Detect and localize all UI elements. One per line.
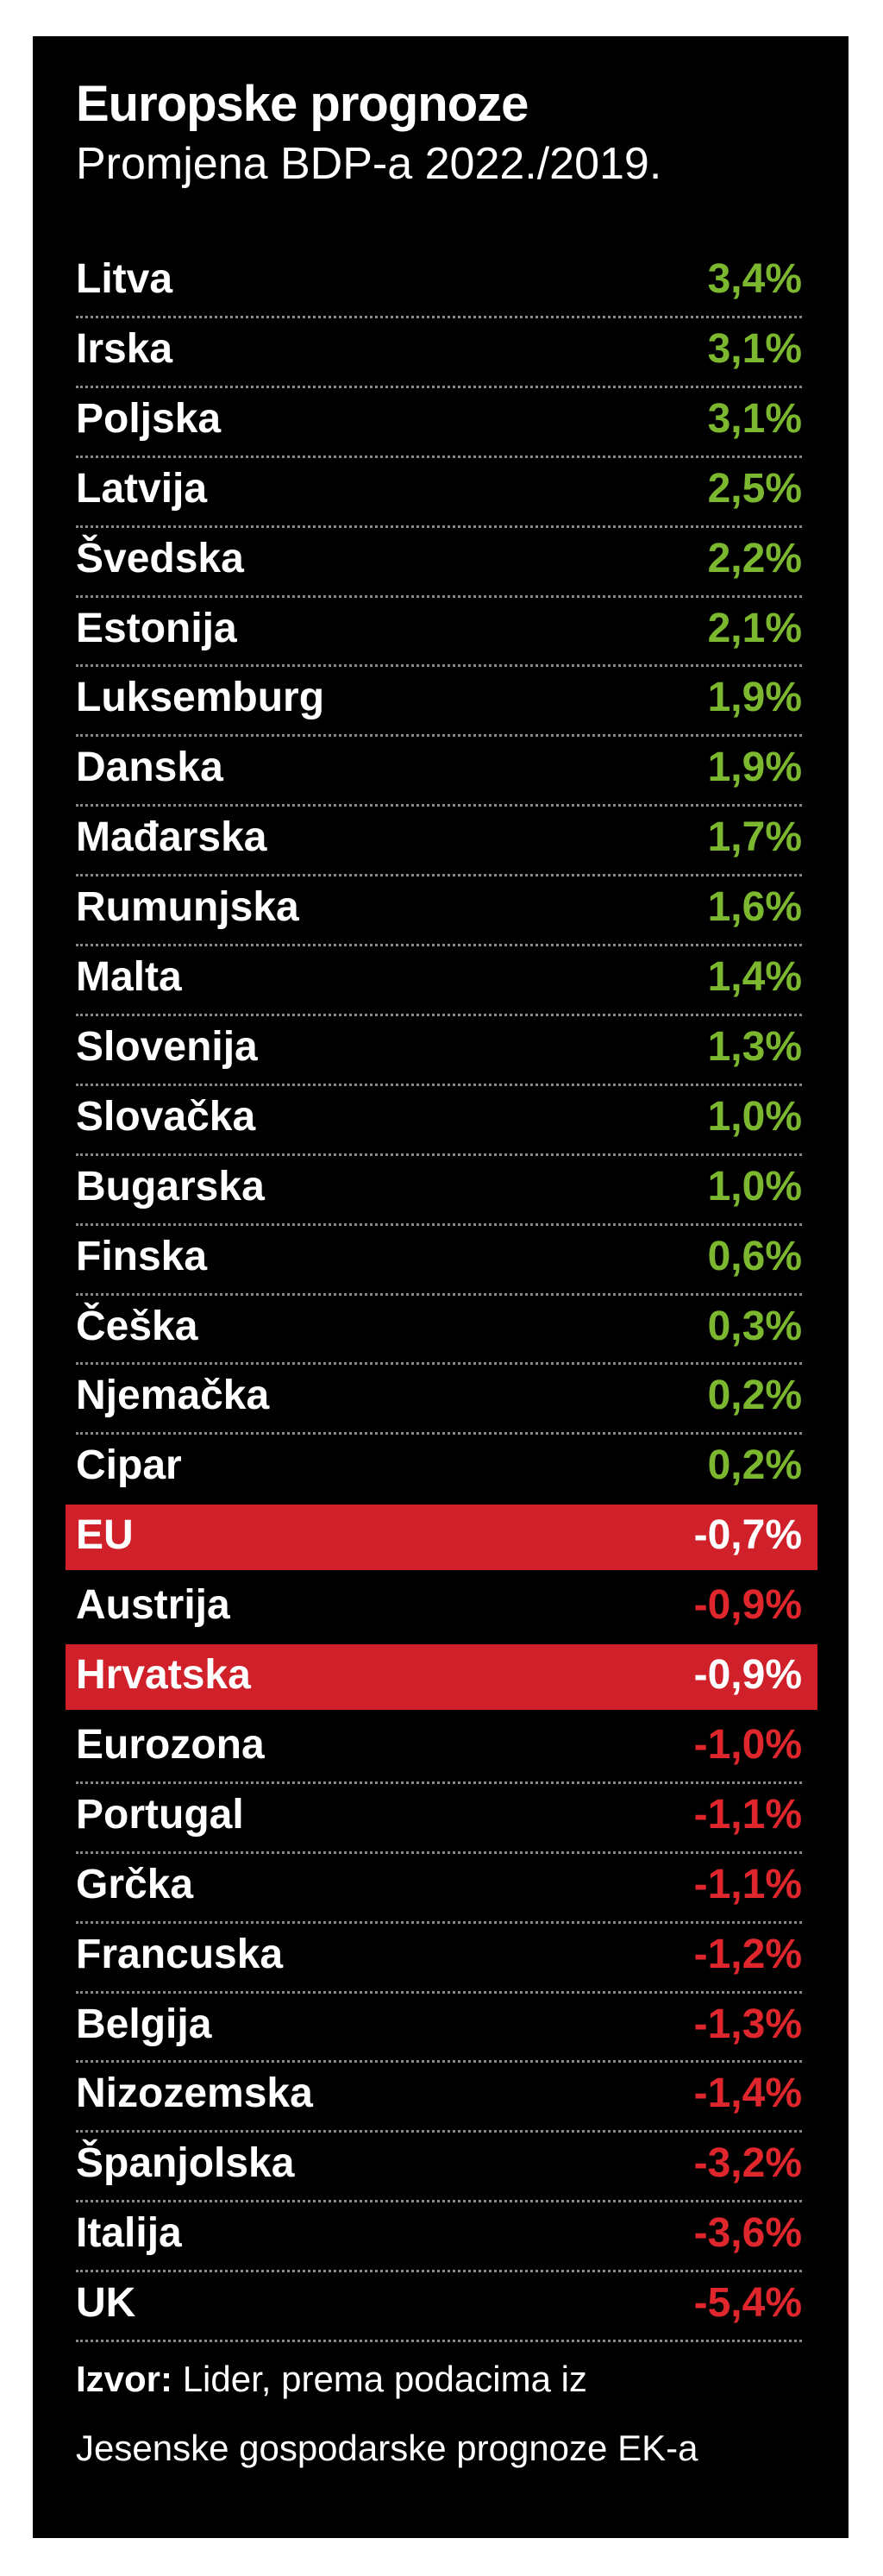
country-name: Estonija	[76, 605, 237, 651]
source-line: Jesenske gospodarske prognoze EK-a	[76, 2428, 698, 2468]
country-name: Litva	[76, 256, 173, 302]
country-name: Francuska	[76, 1931, 284, 1977]
country-name: Nizozemska	[76, 2070, 313, 2117]
gdp-change: -3,6%	[693, 2210, 802, 2257]
row-separator	[76, 1292, 802, 1296]
row-separator	[76, 525, 802, 528]
gdp-change: 1,7%	[707, 814, 802, 861]
highlight-bar	[66, 1644, 817, 1710]
gdp-change: 1,9%	[707, 745, 802, 791]
country-name: UK	[76, 2280, 136, 2327]
highlight-bar	[66, 1505, 817, 1571]
row-separator	[76, 594, 802, 598]
row-separator	[76, 385, 802, 388]
country-name: Luksemburg	[76, 675, 325, 721]
country-name: Španjolska	[76, 2140, 295, 2187]
row-separator	[76, 2270, 802, 2273]
country-name: Irska	[76, 325, 173, 372]
gdp-change: 0,2%	[707, 1373, 802, 1419]
gdp-change: 0,2%	[707, 1442, 802, 1489]
gdp-change: 1,6%	[707, 884, 802, 931]
gdp-change: -1,2%	[693, 1931, 802, 1977]
gdp-change: -1,1%	[693, 1861, 802, 1907]
row-separator	[76, 664, 802, 668]
gdp-change: 1,4%	[707, 954, 802, 1000]
country-name: Češka	[76, 1303, 198, 1349]
gdp-change: -0,9%	[693, 1582, 802, 1629]
row-separator	[76, 1153, 802, 1156]
row-separator	[76, 1362, 802, 1366]
gdp-change: -1,3%	[693, 2001, 802, 2047]
gdp-change: -0,7%	[693, 1512, 802, 1559]
gdp-change: 2,2%	[707, 535, 802, 581]
country-name: Latvija	[76, 465, 208, 512]
gdp-change: 1,0%	[707, 1163, 802, 1209]
gdp-change: -1,1%	[693, 1791, 802, 1838]
infographic: Europske prognoze Promjena BDP-a 2022./2…	[33, 36, 849, 2538]
gdp-change: -3,2%	[693, 2140, 802, 2187]
gdp-change: 1,9%	[707, 675, 802, 721]
row-separator	[76, 804, 802, 807]
row-separator	[76, 1013, 802, 1016]
gdp-change: -0,9%	[693, 1652, 802, 1698]
source-text: Lider, prema podacima iz	[182, 2359, 587, 2399]
country-name: Švedska	[76, 535, 244, 581]
row-separator	[76, 315, 802, 318]
country-name: Danska	[76, 745, 223, 791]
source-line: Izvor: Lider, prema podacima iz	[76, 2361, 587, 2397]
gdp-change: -1,0%	[693, 1721, 802, 1768]
country-name: Slovenija	[76, 1023, 258, 1070]
row-separator	[76, 1083, 802, 1086]
row-separator	[76, 1222, 802, 1226]
country-name: Mađarska	[76, 814, 267, 861]
country-name: Slovačka	[76, 1093, 256, 1140]
country-name: Eurozona	[76, 1721, 265, 1768]
row-separator	[76, 2060, 802, 2064]
row-separator	[76, 1432, 802, 1436]
row-separator	[76, 1781, 802, 1784]
source-label: Izvor:	[76, 2359, 173, 2399]
country-name: Belgija	[76, 2001, 212, 2047]
row-separator	[76, 734, 802, 738]
subtitle: Promjena BDP-a 2022./2019.	[76, 139, 662, 189]
row-separator	[76, 1850, 802, 1854]
gdp-change: 0,6%	[707, 1233, 802, 1279]
title: Europske prognoze	[76, 76, 529, 132]
gdp-change: 2,5%	[707, 465, 802, 512]
row-separator	[76, 455, 802, 458]
country-name: Rumunjska	[76, 884, 299, 931]
country-name: Bugarska	[76, 1163, 265, 1209]
country-name: Poljska	[76, 395, 222, 442]
country-name: Hrvatska	[76, 1652, 251, 1698]
gdp-change: -1,4%	[693, 2070, 802, 2117]
gdp-change: 3,1%	[707, 325, 802, 372]
row-separator	[76, 1920, 802, 1924]
row-separator	[76, 2340, 802, 2342]
gdp-change: 0,3%	[707, 1303, 802, 1349]
country-name: Malta	[76, 954, 182, 1000]
gdp-change: 3,4%	[707, 256, 802, 302]
gdp-change: 2,1%	[707, 605, 802, 651]
row-separator	[76, 2130, 802, 2133]
gdp-change: 1,0%	[707, 1093, 802, 1140]
gdp-change: 3,1%	[707, 395, 802, 442]
gdp-change: 1,3%	[707, 1023, 802, 1070]
row-separator	[76, 874, 802, 877]
row-separator	[76, 1990, 802, 1994]
country-name: Finska	[76, 1233, 208, 1279]
country-name: Portugal	[76, 1791, 244, 1838]
row-separator	[76, 944, 802, 946]
country-name: Grčka	[76, 1861, 194, 1907]
country-name: Italija	[76, 2210, 182, 2257]
country-name: EU	[76, 1512, 134, 1559]
country-name: Cipar	[76, 1442, 182, 1489]
country-name: Njemačka	[76, 1373, 270, 1419]
country-name: Austrija	[76, 1582, 230, 1629]
row-separator	[76, 2200, 802, 2203]
gdp-change: -5,4%	[693, 2280, 802, 2327]
